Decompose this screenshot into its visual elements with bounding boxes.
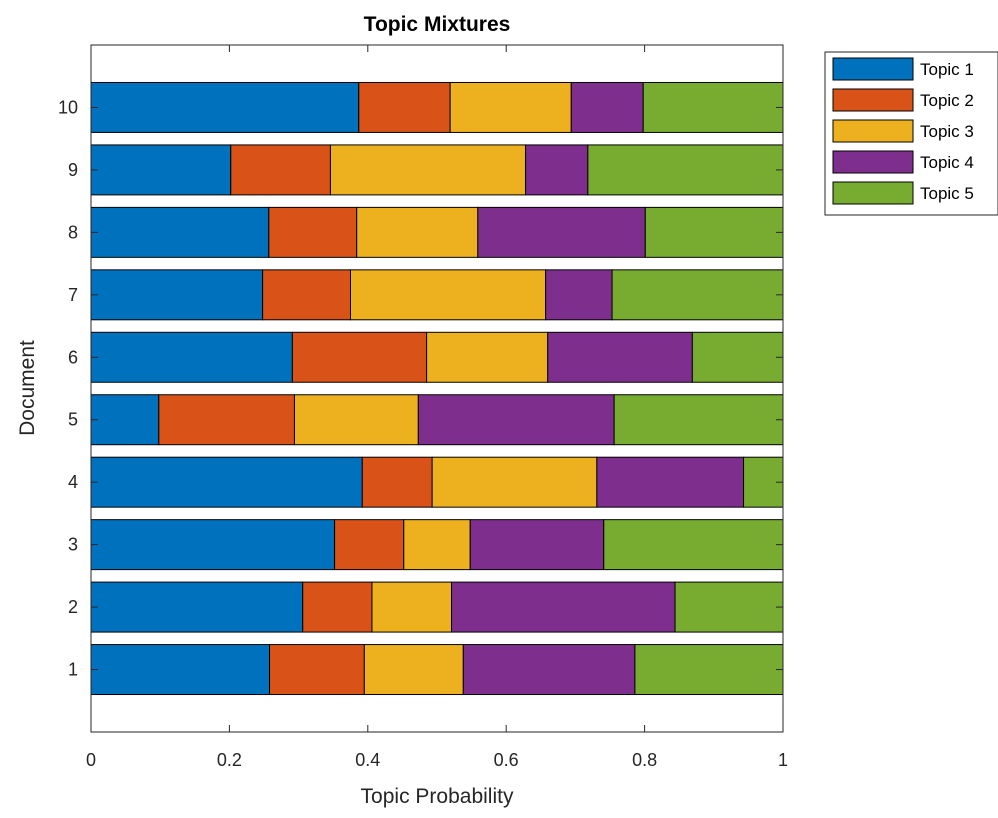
legend-swatch-topic-4 [832, 150, 914, 174]
legend-swatch-topic-1 [832, 57, 914, 81]
bar-doc-2-topic-1 [90, 581, 304, 633]
bar-doc-2-topic-3 [371, 581, 453, 633]
bar-doc-4-topic-2 [361, 456, 433, 508]
y-tick-label: 8 [68, 222, 78, 242]
bar-doc-8-topic-4 [477, 206, 646, 258]
y-tick-label: 6 [68, 347, 78, 367]
bar-doc-6-topic-4 [547, 331, 693, 383]
bar-doc-10-topic-1 [90, 81, 360, 133]
bar-doc-9-topic-5 [587, 144, 784, 196]
bar-doc-7-topic-1 [90, 269, 264, 321]
legend-swatch-topic-5 [832, 181, 914, 205]
legend-label-topic-1: Topic 1 [920, 60, 974, 79]
legend-swatch-topic-2 [832, 88, 914, 112]
plot-axes-box [90, 44, 784, 733]
bar-doc-3-topic-5 [603, 519, 784, 571]
x-tick-label: 0.2 [217, 750, 242, 770]
bar-doc-7-topic-5 [611, 269, 784, 321]
bar-doc-3-topic-2 [334, 519, 405, 571]
bar-doc-6-topic-1 [90, 331, 293, 383]
y-tick-label: 9 [68, 160, 78, 180]
bar-doc-6-topic-3 [426, 331, 549, 383]
x-axis-label: Topic Probability [361, 785, 514, 808]
x-tick-label: 1 [778, 750, 788, 770]
bar-doc-4-topic-4 [596, 456, 745, 508]
bar-doc-3-topic-4 [469, 519, 605, 571]
bar-doc-6-topic-2 [291, 331, 428, 383]
y-tick-label: 3 [68, 535, 78, 555]
legend-label-topic-2: Topic 2 [920, 91, 974, 110]
bar-doc-8-topic-3 [356, 206, 479, 258]
bar-doc-5-topic-5 [613, 394, 784, 446]
x-tick-label: 0 [86, 750, 96, 770]
bar-doc-9-topic-4 [525, 144, 589, 196]
bar-doc-9-topic-1 [90, 144, 232, 196]
x-tick-label: 0.6 [494, 750, 519, 770]
bar-doc-3-topic-3 [403, 519, 471, 571]
bar-doc-9-topic-2 [230, 144, 331, 196]
bar-doc-8-topic-5 [644, 206, 784, 258]
bar-doc-5-topic-4 [417, 394, 615, 446]
legend: Topic 1 Topic 2 Topic 3 Topic 4 Topic 5 [824, 51, 998, 216]
y-tick-label: 4 [68, 472, 78, 492]
y-tick-label: 5 [68, 410, 78, 430]
bar-doc-2-topic-4 [451, 581, 676, 633]
bar-doc-5-topic-3 [293, 394, 419, 446]
bar-doc-10-topic-5 [642, 81, 784, 133]
bar-segments [90, 81, 784, 696]
chart-title: Topic Mixtures [364, 13, 511, 36]
bar-doc-1-topic-5 [634, 644, 784, 696]
legend-label-topic-3: Topic 3 [920, 122, 974, 141]
bar-doc-9-topic-3 [329, 144, 527, 196]
bar-doc-4-topic-1 [90, 456, 363, 508]
bar-doc-1-topic-1 [90, 644, 271, 696]
bar-doc-4-topic-3 [431, 456, 598, 508]
y-axis-ticks: 1 2 3 4 5 6 7 8 9 10 [58, 97, 783, 680]
y-tick-label: 1 [68, 660, 78, 680]
bar-doc-1-topic-3 [363, 644, 464, 696]
bar-doc-2-topic-2 [302, 581, 373, 633]
y-tick-label: 2 [68, 597, 78, 617]
bar-doc-8-topic-1 [90, 206, 270, 258]
legend-swatch-topic-3 [832, 119, 914, 143]
legend-label-topic-5: Topic 5 [920, 184, 974, 203]
x-tick-label: 0.4 [355, 750, 380, 770]
bar-doc-8-topic-2 [268, 206, 358, 258]
bar-doc-1-topic-4 [462, 644, 636, 696]
bar-doc-10-topic-3 [449, 81, 572, 133]
y-tick-label: 10 [58, 97, 78, 117]
bar-doc-1-topic-2 [269, 644, 365, 696]
y-axis-label: Document [16, 340, 39, 436]
bar-doc-5-topic-1 [90, 394, 160, 446]
x-tick-label: 0.8 [632, 750, 657, 770]
y-tick-label: 7 [68, 285, 78, 305]
bar-doc-10-topic-2 [358, 81, 451, 133]
bar-doc-6-topic-5 [691, 331, 784, 383]
bar-doc-7-topic-2 [262, 269, 351, 321]
legend-label-topic-4: Topic 4 [920, 153, 974, 172]
bar-doc-7-topic-4 [545, 269, 613, 321]
bar-doc-2-topic-5 [674, 581, 784, 633]
bar-doc-3-topic-1 [90, 519, 336, 571]
bar-doc-5-topic-2 [158, 394, 295, 446]
x-axis-ticks: 0 0.2 0.4 0.6 0.8 1 [86, 45, 788, 770]
bar-doc-10-topic-4 [570, 81, 644, 133]
bar-doc-7-topic-3 [350, 269, 547, 321]
